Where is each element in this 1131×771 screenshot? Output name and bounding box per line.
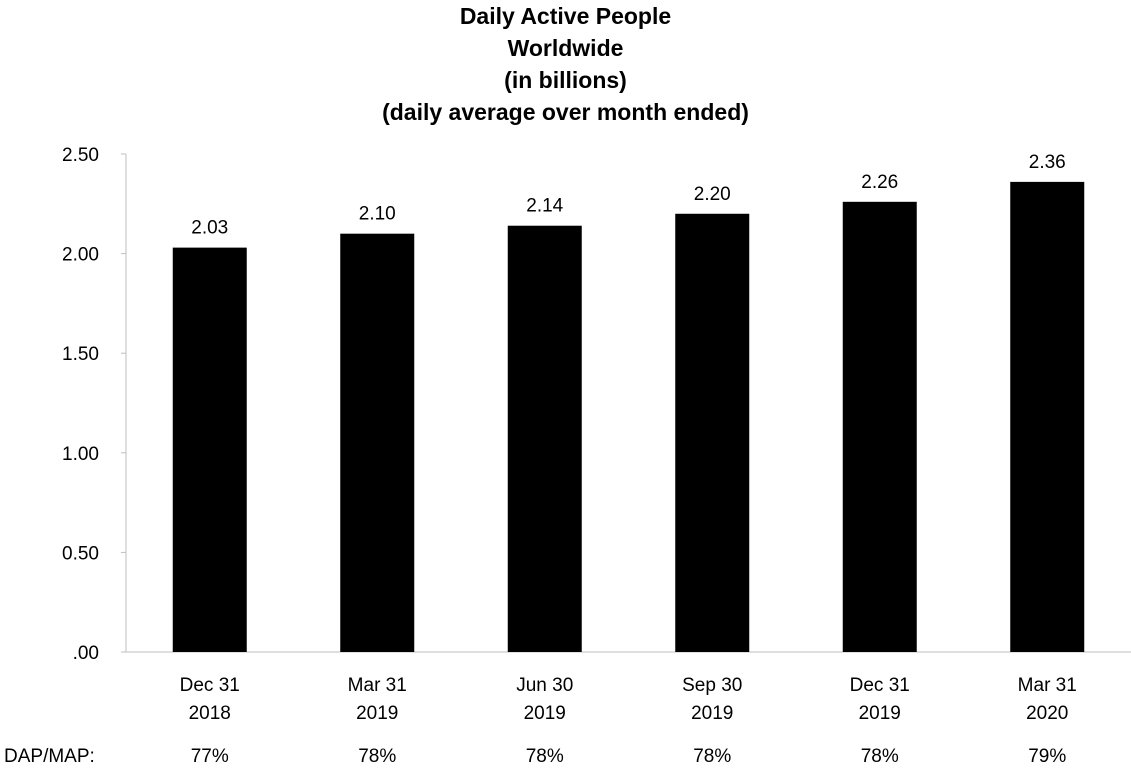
bar bbox=[842, 201, 917, 653]
chart-title-line-3: (in billions) bbox=[504, 67, 627, 93]
x-category-label-line-2: 2019 bbox=[356, 703, 398, 724]
bar bbox=[340, 233, 415, 652]
dap-map-value: 77% bbox=[191, 746, 229, 767]
dap-map-row-label: DAP/MAP: bbox=[4, 746, 95, 767]
dap-map-value: 79% bbox=[1028, 746, 1066, 767]
bar bbox=[507, 225, 582, 652]
x-category-label-line-1: Jun 30 bbox=[516, 675, 573, 696]
y-tick-label: 0.50 bbox=[62, 543, 99, 564]
y-tick-label: .00 bbox=[73, 643, 99, 664]
x-category-label-line-1: Mar 31 bbox=[1018, 675, 1077, 696]
bar-data-label: 2.20 bbox=[694, 184, 731, 205]
x-category-label-line-1: Sep 30 bbox=[682, 675, 742, 696]
dap-map-value: 78% bbox=[526, 746, 564, 767]
x-category-label-line-2: 2019 bbox=[859, 703, 901, 724]
bar bbox=[675, 213, 750, 652]
chart-title-line-1: Daily Active People bbox=[459, 3, 672, 29]
dap-map-value: 78% bbox=[693, 746, 731, 767]
bar-data-label: 2.14 bbox=[526, 196, 563, 217]
chart-title: Daily Active People Worldwide (in billio… bbox=[0, 0, 1131, 128]
x-category-label-line-2: 2018 bbox=[189, 703, 231, 724]
y-tick-label: 1.00 bbox=[62, 444, 99, 465]
x-category-label-line-2: 2020 bbox=[1026, 703, 1068, 724]
bar-data-label: 2.36 bbox=[1029, 152, 1066, 173]
chart-title-line-4: (daily average over month ended) bbox=[382, 99, 749, 125]
x-category-label-line-2: 2019 bbox=[524, 703, 566, 724]
bar bbox=[172, 247, 247, 652]
y-tick-label: 2.00 bbox=[62, 245, 99, 266]
bar-data-label: 2.10 bbox=[359, 204, 396, 225]
x-category-label-line-1: Dec 31 bbox=[850, 675, 910, 696]
bar-data-label: 2.03 bbox=[191, 218, 228, 239]
y-tick-label: 1.50 bbox=[62, 344, 99, 365]
x-category-label-line-2: 2019 bbox=[691, 703, 733, 724]
x-category-label-line-1: Mar 31 bbox=[348, 675, 407, 696]
dap-map-value: 78% bbox=[861, 746, 899, 767]
x-category-label-line-1: Dec 31 bbox=[180, 675, 240, 696]
chart-title-line-2: Worldwide bbox=[507, 35, 624, 61]
bar-data-label: 2.26 bbox=[861, 172, 898, 193]
bar bbox=[1010, 181, 1085, 652]
y-tick-label: 2.50 bbox=[62, 145, 99, 166]
dap-map-value: 78% bbox=[358, 746, 396, 767]
